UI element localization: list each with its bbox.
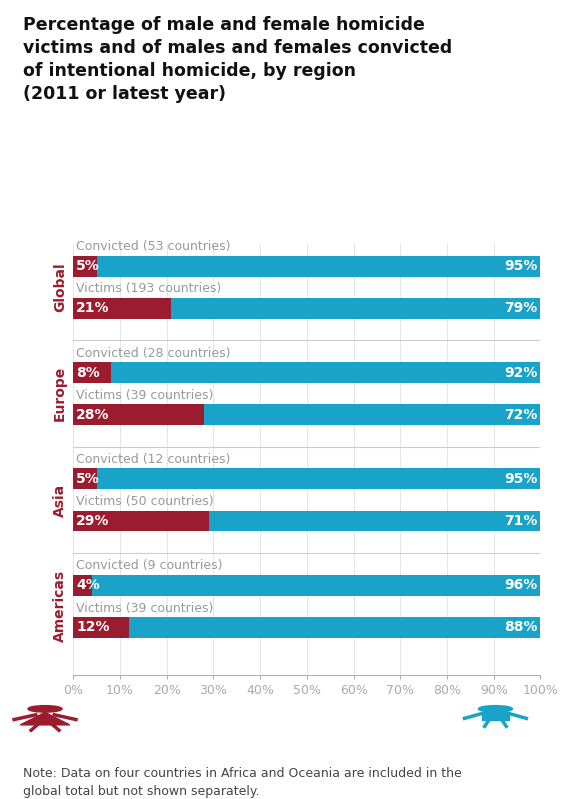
Text: 8%: 8% bbox=[76, 365, 100, 380]
Text: 88%: 88% bbox=[504, 620, 538, 634]
Bar bbox=[110, 362, 540, 383]
Text: 92%: 92% bbox=[504, 365, 538, 380]
Bar bbox=[73, 617, 129, 638]
Text: 95%: 95% bbox=[504, 259, 538, 273]
Text: 5%: 5% bbox=[76, 259, 100, 273]
Bar bbox=[73, 362, 110, 383]
Polygon shape bbox=[20, 713, 70, 725]
Text: Europe: Europe bbox=[53, 366, 67, 421]
Text: 96%: 96% bbox=[504, 578, 538, 592]
Bar bbox=[204, 404, 540, 425]
Bar bbox=[92, 574, 540, 596]
Text: Victims (50 countries): Victims (50 countries) bbox=[76, 495, 213, 508]
Text: Asia: Asia bbox=[53, 483, 67, 516]
Bar bbox=[73, 298, 171, 319]
Bar bbox=[129, 617, 540, 638]
Bar bbox=[209, 511, 540, 531]
Text: Victims (39 countries): Victims (39 countries) bbox=[76, 389, 213, 402]
Bar bbox=[97, 468, 540, 489]
Circle shape bbox=[28, 706, 62, 712]
Bar bbox=[73, 256, 97, 276]
Circle shape bbox=[479, 706, 512, 712]
Bar bbox=[73, 511, 209, 531]
Text: 28%: 28% bbox=[76, 407, 109, 422]
Text: Convicted (12 countries): Convicted (12 countries) bbox=[76, 453, 230, 466]
Bar bbox=[171, 298, 540, 319]
Text: 21%: 21% bbox=[76, 301, 109, 316]
Text: Victims (193 countries): Victims (193 countries) bbox=[76, 283, 221, 296]
Bar bbox=[73, 574, 92, 596]
Text: Note: Data on four countries in Africa and Oceania are included in the
global to: Note: Data on four countries in Africa a… bbox=[23, 767, 461, 797]
Text: 72%: 72% bbox=[504, 407, 538, 422]
FancyBboxPatch shape bbox=[481, 713, 510, 720]
Text: Global: Global bbox=[53, 262, 67, 312]
Bar bbox=[73, 468, 97, 489]
Bar bbox=[73, 404, 204, 425]
Text: 79%: 79% bbox=[504, 301, 538, 316]
Text: 95%: 95% bbox=[504, 472, 538, 486]
Bar bbox=[97, 256, 540, 276]
Text: 29%: 29% bbox=[76, 514, 109, 528]
Text: Convicted (9 countries): Convicted (9 countries) bbox=[76, 559, 222, 572]
Text: Victims (39 countries): Victims (39 countries) bbox=[76, 602, 213, 614]
Text: 12%: 12% bbox=[76, 620, 109, 634]
Text: 71%: 71% bbox=[504, 514, 538, 528]
Text: Americas: Americas bbox=[53, 570, 67, 642]
Text: 5%: 5% bbox=[76, 472, 100, 486]
Text: Convicted (28 countries): Convicted (28 countries) bbox=[76, 347, 230, 360]
Text: 4%: 4% bbox=[76, 578, 100, 592]
Text: Percentage of male and female homicide
victims and of males and females convicte: Percentage of male and female homicide v… bbox=[23, 16, 452, 103]
Text: Convicted (53 countries): Convicted (53 countries) bbox=[76, 240, 230, 253]
